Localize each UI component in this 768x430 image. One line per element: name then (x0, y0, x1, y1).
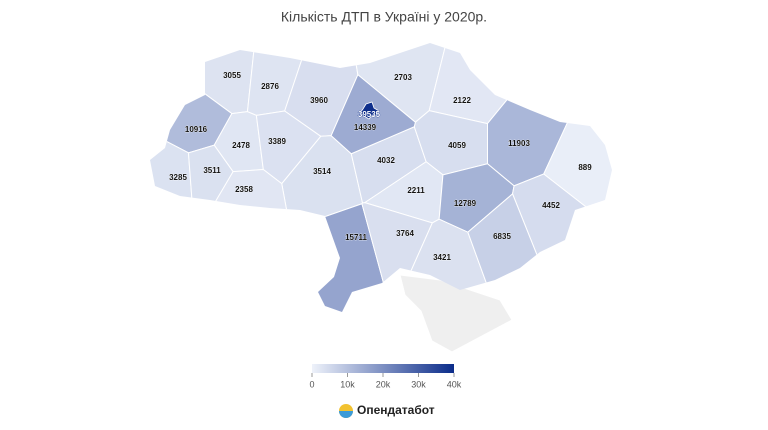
region (150, 43, 258, 115)
value-label: 3285 (169, 173, 187, 182)
value-label: 2122 (453, 96, 471, 105)
value-label: 10916 (185, 125, 208, 134)
colorbar-tick-label: 10k (340, 379, 355, 389)
chart-title: Кількість ДТП в Україні у 2020р. (281, 9, 487, 25)
value-label: 11903 (508, 139, 530, 148)
value-label: 2478 (232, 141, 250, 150)
value-label: 3055 (223, 71, 241, 80)
colorbar-tick-label: 40k (447, 379, 462, 389)
value-label: 2211 (407, 186, 425, 195)
colorbar-tick-label: 30k (411, 379, 426, 389)
value-label: 12789 (454, 199, 477, 208)
value-label: 4032 (377, 156, 395, 165)
value-label: 3960 (310, 96, 328, 105)
value-label: 4059 (448, 141, 466, 150)
value-label: 3511 (203, 166, 221, 175)
brand: Опендатабот (357, 403, 435, 417)
colorbar-tick-label: 0 (309, 379, 314, 389)
region (165, 169, 291, 312)
regions (150, 43, 612, 312)
value-label: 3421 (433, 253, 451, 262)
colorbar-tick-label: 20k (376, 379, 391, 389)
brand-icon-half (339, 411, 353, 418)
value-label: 889 (578, 163, 592, 172)
value-label: 4452 (542, 201, 560, 210)
region-city (359, 101, 380, 120)
value-label: 3389 (268, 137, 286, 146)
value-label: 2358 (235, 185, 253, 194)
value-label: 2703 (394, 73, 412, 82)
colorbar (312, 364, 454, 373)
value-label: 15711 (345, 233, 367, 242)
labels: 3055 2876 3960 2703 2122 10916 2478 3389 3514 403… (169, 71, 593, 263)
value-label: 2876 (261, 82, 279, 91)
value-label: 39535 (358, 110, 381, 119)
value-label: 14339 (354, 123, 377, 132)
value-label: 3514 (313, 167, 331, 176)
value-label: 3764 (396, 229, 414, 238)
value-label: 6835 (493, 232, 511, 241)
region (213, 203, 393, 312)
